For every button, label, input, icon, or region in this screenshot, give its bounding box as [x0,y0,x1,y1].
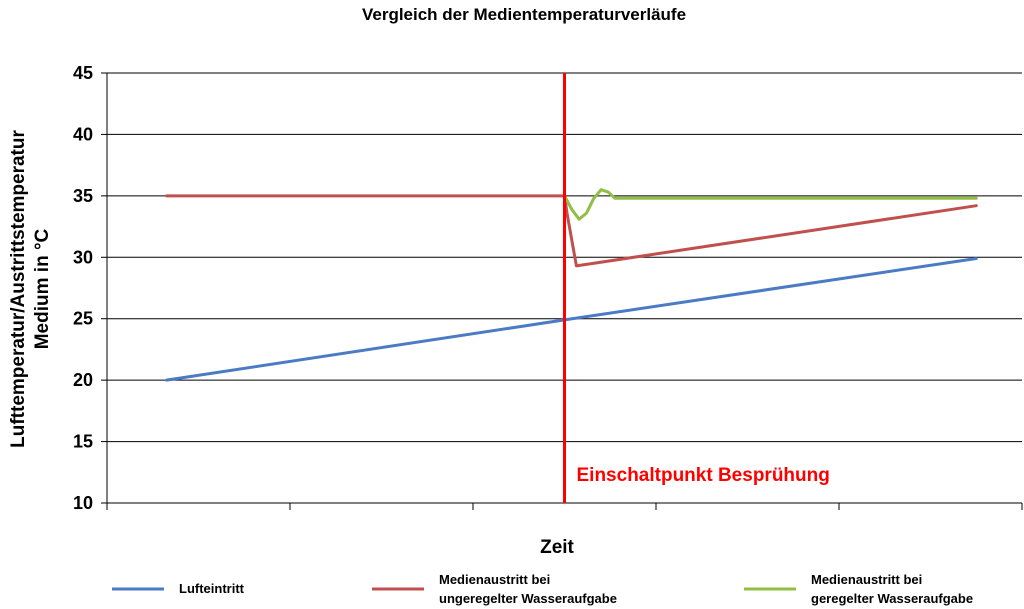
legend-label: Medienaustritt bei [811,572,922,587]
y-tick-label: 15 [73,432,93,452]
y-tick-label: 40 [73,124,93,144]
annotation-label: Einschaltpunkt Besprühung [577,465,830,486]
y-tick-label: 10 [73,493,93,513]
x-axis-title: Zeit [540,537,574,558]
legend-label: ungeregelter Wasseraufgabe [439,591,617,606]
y-tick-label: 20 [73,370,93,390]
legend: Lufteintritt Medienaustritt bei ungeregelt… [112,572,973,606]
x-axis [106,503,1023,510]
chart-title: Vergleich der Medientemperaturverläufe [362,5,686,24]
y-axis: 10 15 20 25 30 35 40 45 [73,63,108,513]
y-tick-label: 35 [73,186,93,206]
legend-label: Medienaustritt bei [439,572,550,587]
series-group [165,188,978,382]
annotation-group: Einschaltpunkt Besprühung [563,73,830,503]
legend-label: Lufteintritt [179,581,245,596]
series-line-2 [165,194,978,268]
y-tick-label: 45 [73,63,93,83]
series-line-3 [563,188,978,221]
y-tick-label: 30 [73,247,93,267]
y-axis-title-line-1: Lufttemperatur/Austrittstemperatur [8,130,29,448]
legend-label: geregelter Wasseraufgabe [811,591,973,606]
y-tick-label: 25 [73,309,93,329]
y-axis-title-line-2: Medium in °C [32,228,53,349]
series-line-1 [165,257,978,382]
